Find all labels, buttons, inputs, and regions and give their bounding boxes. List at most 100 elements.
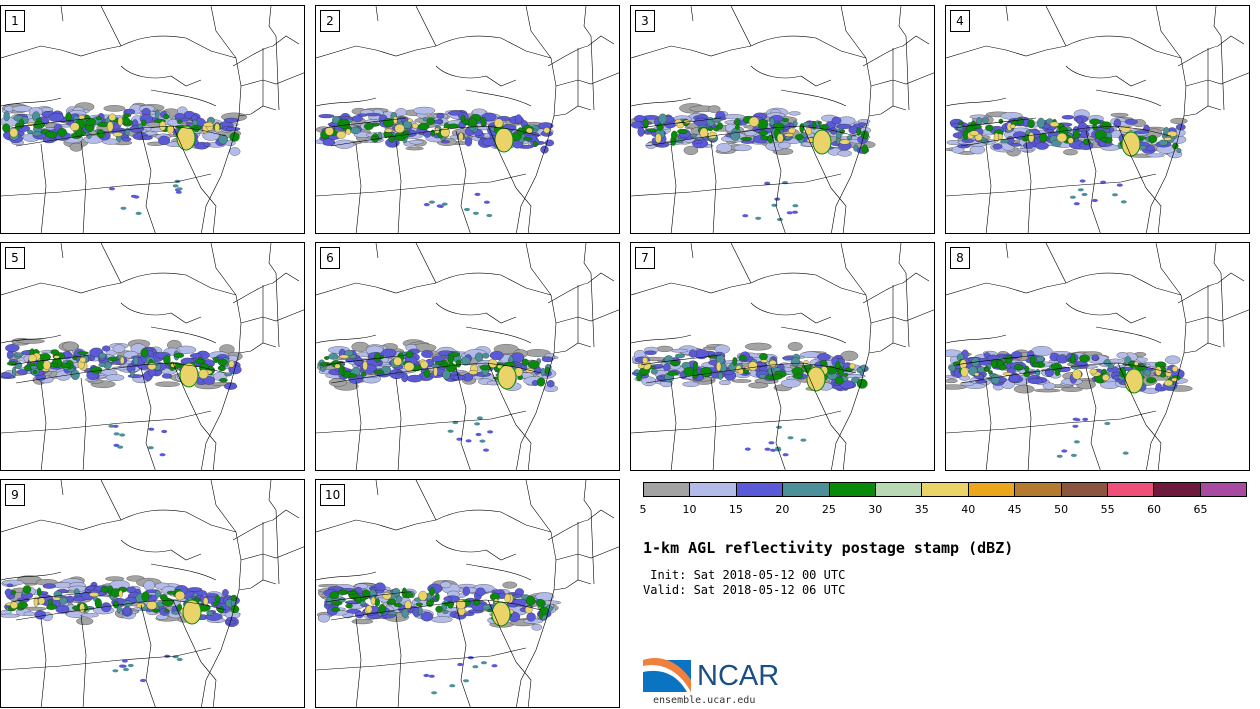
colorbar-segment bbox=[1154, 483, 1201, 496]
echo-cell bbox=[533, 141, 538, 147]
boundary-line bbox=[330, 125, 542, 147]
boundary-line bbox=[240, 309, 304, 324]
echo-cell bbox=[365, 112, 381, 117]
echo-cell bbox=[731, 379, 752, 383]
boundary-line bbox=[553, 342, 592, 354]
echo-cell bbox=[12, 366, 17, 377]
boundary-line bbox=[960, 362, 1172, 384]
echo-cell bbox=[654, 364, 664, 368]
echo-cell bbox=[407, 118, 413, 123]
colorbar-segment bbox=[783, 483, 830, 496]
boundary-line bbox=[10, 591, 92, 603]
echo-cell bbox=[117, 116, 123, 126]
echo-cell bbox=[106, 121, 114, 132]
echo-cell bbox=[1070, 353, 1076, 364]
boundary-line bbox=[200, 424, 217, 470]
map-canvas bbox=[946, 243, 1249, 470]
boundary-line bbox=[547, 272, 615, 304]
echo-cell bbox=[784, 136, 791, 140]
boundary-line bbox=[1183, 342, 1222, 354]
echo-cell bbox=[222, 589, 229, 597]
echo-cell bbox=[1120, 200, 1127, 204]
echo-cell bbox=[948, 364, 956, 372]
echo-cell bbox=[787, 436, 794, 440]
boundary-line bbox=[645, 125, 857, 147]
boundary-line bbox=[150, 89, 217, 107]
echo-cell bbox=[817, 121, 822, 125]
echo-cell bbox=[132, 356, 139, 365]
echo-cell bbox=[1010, 143, 1022, 147]
echo-cell bbox=[447, 355, 454, 365]
boundary-line bbox=[232, 509, 300, 541]
boundary-line bbox=[238, 342, 277, 354]
echo-cell bbox=[846, 135, 853, 140]
map-boundaries bbox=[631, 243, 934, 470]
echo-cell bbox=[1061, 115, 1075, 120]
echo-cell bbox=[393, 356, 403, 366]
echo-cell bbox=[10, 601, 18, 609]
echo-cell bbox=[740, 136, 753, 141]
echo-cell bbox=[112, 132, 123, 137]
echo-cell bbox=[784, 133, 794, 137]
boundary-line bbox=[10, 354, 92, 366]
echo-cell bbox=[217, 358, 228, 366]
echo-cell bbox=[675, 353, 685, 359]
echo-cell bbox=[2, 123, 11, 133]
member-label: 2 bbox=[320, 10, 340, 32]
boundary-line bbox=[583, 243, 592, 274]
map-panel-4: 4 bbox=[945, 5, 1250, 234]
boundary-line bbox=[515, 424, 532, 470]
echo-cell bbox=[486, 213, 493, 218]
echo-cell bbox=[670, 348, 689, 353]
echo-cell bbox=[112, 669, 119, 673]
boundary-line bbox=[1065, 35, 1182, 59]
echo-cell bbox=[748, 361, 758, 371]
echo-cell bbox=[187, 587, 203, 592]
boundary-line bbox=[840, 243, 867, 296]
boundary-line bbox=[583, 6, 592, 37]
echo-cell bbox=[1113, 118, 1121, 128]
map-canvas bbox=[946, 6, 1249, 233]
colorbar-segment bbox=[1107, 483, 1155, 496]
echo-cell bbox=[141, 591, 150, 602]
boundary-line bbox=[690, 243, 694, 259]
echo-cell bbox=[191, 119, 199, 126]
boundary-line bbox=[555, 72, 619, 87]
echo-cell bbox=[1077, 122, 1088, 133]
echo-cell bbox=[800, 438, 807, 442]
echo-cell bbox=[802, 121, 811, 127]
boundary-line bbox=[670, 380, 677, 470]
echo-cell bbox=[22, 585, 32, 594]
boundary-line bbox=[1085, 130, 1101, 233]
boundary-line bbox=[645, 362, 857, 384]
echo-cell bbox=[799, 123, 805, 134]
map-boundaries bbox=[946, 243, 1249, 470]
echo-cell bbox=[409, 139, 424, 145]
boundary-line bbox=[316, 282, 437, 296]
echo-cell bbox=[1122, 451, 1129, 455]
echo-cell bbox=[524, 606, 533, 614]
echo-cell bbox=[776, 425, 782, 429]
echo-cell bbox=[764, 447, 771, 451]
echo-cell bbox=[5, 344, 20, 353]
echo-cell bbox=[151, 608, 160, 613]
echo-cell bbox=[483, 200, 490, 204]
echo-cell bbox=[31, 131, 42, 137]
echo-cell bbox=[837, 150, 852, 157]
boundary-line bbox=[946, 410, 1157, 434]
echo-cell bbox=[455, 359, 462, 368]
echo-cell bbox=[650, 368, 658, 375]
echo-cell bbox=[10, 590, 17, 595]
boundary-line bbox=[435, 65, 517, 87]
echo-cell bbox=[136, 602, 145, 609]
echo-cell bbox=[480, 661, 487, 665]
echo-cell bbox=[155, 381, 180, 387]
echo-cell bbox=[124, 127, 130, 136]
echo-cell bbox=[3, 111, 10, 122]
boundary-line bbox=[232, 272, 300, 304]
boundary-line bbox=[1183, 105, 1222, 117]
boundary-line bbox=[210, 480, 237, 533]
member-label: 1 bbox=[5, 10, 25, 32]
echo-cell bbox=[428, 674, 435, 678]
colorbar-segment bbox=[1200, 483, 1247, 496]
